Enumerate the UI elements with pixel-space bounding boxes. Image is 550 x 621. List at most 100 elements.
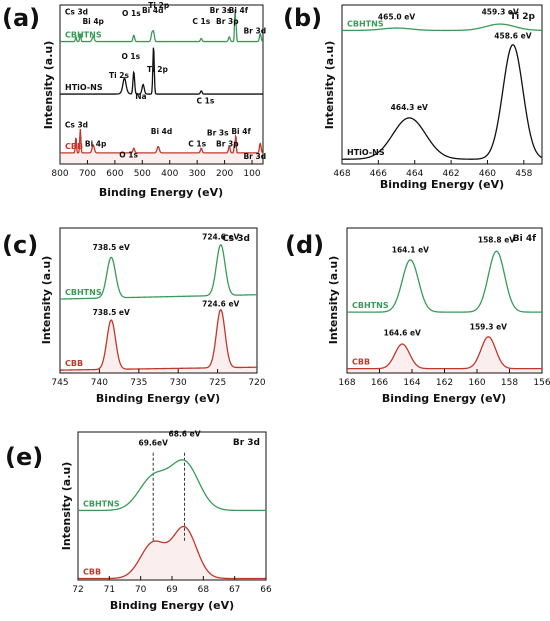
panel-b-corner-label: Ti 2p: [510, 12, 536, 22]
panel-b-annotation: 459.3 eV: [482, 8, 519, 17]
panel-e-xlabel: Binding Energy (eV): [110, 599, 234, 612]
panel-a-series-cbhtns: [60, 9, 264, 43]
panel-c-series-label: CBHTNS: [65, 288, 102, 297]
panel-c-xtick-label: 730: [170, 378, 187, 388]
panel-d-series-cbb: [347, 336, 542, 370]
panel-a-annotation: O 1s: [119, 151, 138, 160]
panel-c-annotation: 724.6 eV: [202, 233, 239, 242]
panel-e-xtick-label: 71: [104, 585, 115, 595]
panel-a-xtick-label: 600: [106, 169, 123, 179]
panel-d-annotation: 159.3 eV: [470, 323, 507, 332]
panel-a-annotation: Bi 4f: [231, 127, 251, 136]
panel-e-series-cbhtns: [78, 459, 266, 512]
panel-c-annotations: 738.5 eV 724.6 eV 738.5 eV 724.6 eV: [93, 233, 240, 317]
panel-e-xtick-label: 72: [72, 585, 83, 595]
panel-a-annotation: Br 3s: [207, 128, 229, 137]
panel-b-annotation: 464.3 eV: [391, 103, 428, 112]
panel-d-xticks: 168 166 164 162 160 158 156: [338, 369, 550, 388]
panel-b-xtick-label: 468: [333, 169, 350, 179]
panel-c-xtick-label: 735: [130, 378, 147, 388]
panel-b-xtick-label: 460: [479, 169, 496, 179]
panel-d-annotation: 164.1 eV: [392, 246, 429, 255]
panel-a-xtick-label: 300: [189, 169, 206, 179]
panel-a-annotation: O 1s: [121, 52, 140, 61]
panel-a-annotation: O 1s: [122, 9, 141, 18]
panel-a-xtick-label: 500: [134, 169, 151, 179]
panel-e-annotation: 68.6 eV: [169, 429, 201, 438]
panel-a-label: (a): [2, 4, 40, 32]
panel-d-label: (d): [285, 231, 324, 259]
panel-d-annotation: 158.8 eV: [478, 236, 515, 245]
panel-c-xtick-label: 740: [91, 378, 108, 388]
panel-e-series-label: CBHTNS: [83, 499, 120, 508]
panel-d-series-cbhtns: [347, 250, 542, 313]
panel-a-annotation: Cs 3d: [65, 120, 88, 129]
panel-b-ti2p: (b) Ti 2p CBHTNS HTiO-NS 465.0 eV 459.3 eV…: [283, 4, 543, 191]
panel-b-series-htio-ns: [342, 44, 543, 160]
panel-b-xtick-label: 464: [406, 169, 423, 179]
panel-a-xtick-label: 100: [243, 169, 260, 179]
panel-a-annotation: Bi 4p: [82, 17, 104, 26]
panel-c-series-label: CBB: [65, 359, 83, 368]
panel-a-xticks: 800 700 600 500 400 300 200 100: [51, 160, 261, 179]
panel-a-series: CBHTNS HTiO-NS CBB: [60, 9, 264, 164]
panel-c-series-cbhtns: [59, 244, 258, 300]
panel-d-series-fill: [347, 336, 542, 373]
panel-b-series-label: HTiO-NS: [347, 148, 385, 157]
panel-a-annotation: Ti 2s: [109, 71, 130, 80]
panel-e-xtick-label: 67: [229, 585, 240, 595]
panel-b-frame: [341, 4, 543, 165]
panel-b-xtick-label: 462: [442, 169, 459, 179]
panel-a-annotation: Bi 4f: [229, 6, 249, 15]
panel-a-annotation: C 1s: [192, 17, 210, 26]
panel-c-xtick-label: 745: [51, 378, 68, 388]
panel-d-corner-label: Bi 4f: [513, 234, 536, 244]
panel-b-xtick-label: 458: [515, 169, 532, 179]
panel-d-xtick-label: 162: [436, 378, 453, 388]
panel-e-xticks: 72 71 70 69 68 67 66: [72, 576, 272, 595]
panel-b-series: CBHTNS HTiO-NS: [342, 19, 543, 160]
panel-d-series-label: CBHTNS: [352, 301, 389, 310]
panel-c-series: CBHTNS CBB: [59, 244, 258, 373]
panel-a-series-cbb: [60, 128, 264, 154]
panel-c-frame: [59, 227, 258, 374]
panel-e-label: (e): [5, 443, 43, 471]
panel-e-series-label: CBB: [83, 568, 101, 577]
panel-b-ylabel: Intensity (a.u): [323, 41, 336, 130]
panel-b-annotations: 465.0 eV 459.3 eV 464.3 eV 458.6 eV: [378, 8, 532, 112]
panel-c-series-cbb: [59, 309, 258, 371]
panel-e-series-fill: [78, 526, 266, 580]
panel-a-annotation: Na: [135, 92, 146, 101]
panel-a-annotation: Bi 4p: [85, 140, 107, 149]
panel-b-xlabel: Binding Energy (eV): [380, 178, 504, 191]
panel-d-xlabel: Binding Energy (eV): [382, 392, 506, 405]
panel-d-xtick-label: 164: [403, 378, 420, 388]
panel-a-annotation: Br 3p: [216, 17, 239, 26]
panel-d-xtick-label: 156: [533, 378, 550, 388]
panel-c-annotation: 738.5 eV: [93, 243, 130, 252]
panel-e-series: CBHTNS CBB: [78, 459, 266, 580]
panel-a-xtick-label: 400: [161, 169, 178, 179]
panel-d-series-label: CBB: [352, 358, 370, 367]
panel-a-annotation: Bi 4d: [142, 6, 164, 15]
panel-c-xticks: 745 740 735 730 725 720: [51, 369, 266, 388]
panel-e-corner-label: Br 3d: [233, 438, 260, 448]
panel-c-xtick-label: 720: [248, 378, 265, 388]
panel-a-series-fill: [60, 129, 263, 164]
panel-c-annotation: 724.6 eV: [202, 299, 239, 308]
panel-c-xtick-label: 725: [209, 378, 226, 388]
panel-a-annotation: C 1s: [188, 140, 206, 149]
panel-a-xlabel: Binding Energy (eV): [99, 186, 223, 199]
panel-a-xtick-label: 200: [216, 169, 233, 179]
panel-a-annotation: Br 3p: [216, 140, 239, 149]
panel-d-xtick-label: 166: [371, 378, 388, 388]
panel-a-xtick-label: 700: [79, 169, 96, 179]
panel-c-annotation: 738.5 eV: [93, 308, 130, 317]
panel-a-xtick-label: 800: [51, 169, 68, 179]
panel-d-xtick-label: 158: [501, 378, 518, 388]
panel-a-frame: [59, 4, 264, 165]
panel-b-annotation: 458.6 eV: [494, 31, 531, 40]
